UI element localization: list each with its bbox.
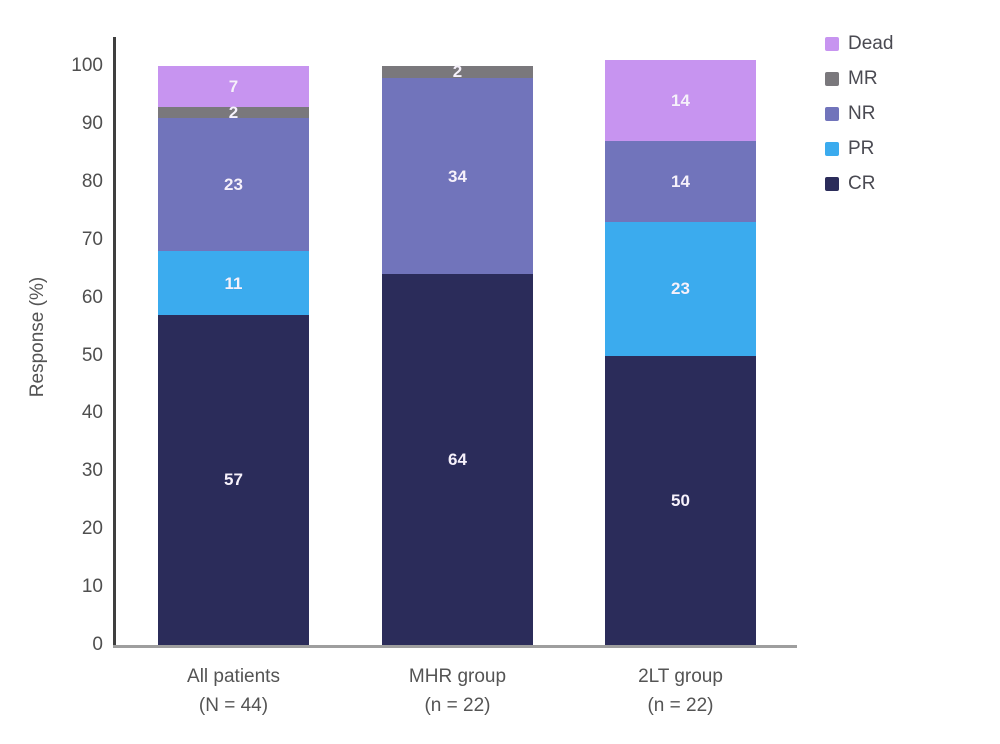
- y-tick-label-40: 40: [81, 402, 103, 424]
- segment-nr-2: 34: [382, 77, 533, 275]
- y-tick-label-30: 30: [81, 460, 103, 482]
- category-name: MHR group: [408, 666, 507, 687]
- segment-value-label: 23: [671, 279, 690, 299]
- category-sublabel: (n = 22): [424, 695, 491, 716]
- x-axis-line: [113, 645, 797, 648]
- legend-swatch-cr: [825, 176, 839, 191]
- segment-value-label: 50: [671, 490, 690, 510]
- legend-swatch-pr: [825, 141, 839, 156]
- y-axis-line: [113, 37, 116, 648]
- x-category-label-3: 2LT group (n = 22): [571, 662, 791, 720]
- segment-mr-1: 2: [158, 102, 309, 122]
- segment-pr-3: 23: [605, 222, 756, 356]
- x-category-label-1: All patients (N = 44): [124, 662, 344, 720]
- y-tick-label-20: 20: [81, 518, 103, 540]
- legend-item-cr: CR: [825, 166, 893, 201]
- segment-cr-1: 57: [158, 314, 309, 645]
- legend-label: MR: [848, 67, 878, 89]
- segment-value-label: 11: [224, 273, 243, 293]
- category-sublabel: (N = 44): [198, 695, 269, 716]
- segment-dead-3: 14: [605, 60, 756, 142]
- legend-item-dead: Dead: [825, 26, 893, 61]
- y-tick-label-100: 100: [71, 55, 103, 76]
- bar-all-patients: 57 11 23 2 7: [158, 66, 309, 645]
- segment-value-label: 64: [448, 450, 467, 470]
- segment-pr-1: 11: [158, 251, 309, 315]
- legend-swatch-nr: [825, 106, 839, 121]
- y-tick-label-0: 0: [92, 634, 103, 655]
- x-category-label-2: MHR group (n = 22): [348, 662, 568, 720]
- category-name: 2LT group: [638, 666, 723, 687]
- y-tick-label-70: 70: [81, 228, 103, 250]
- legend-swatch-dead: [825, 36, 839, 51]
- legend: Dead MR NR PR CR: [825, 26, 893, 201]
- legend-item-nr: NR: [825, 96, 893, 131]
- legend-label: NR: [848, 102, 876, 124]
- segment-value-label: 14: [671, 172, 690, 192]
- segment-value-label: 34: [448, 166, 467, 186]
- segment-cr-2: 64: [382, 274, 533, 645]
- y-tick-label-80: 80: [81, 170, 103, 192]
- segment-cr-3: 50: [605, 355, 756, 645]
- y-tick-label-90: 90: [81, 112, 103, 134]
- y-tick-label-60: 60: [81, 286, 103, 308]
- y-tick-label-50: 50: [81, 344, 103, 366]
- legend-item-mr: MR: [825, 61, 893, 96]
- segment-value-label: 14: [671, 91, 690, 111]
- legend-label: Dead: [848, 32, 894, 54]
- category-sublabel: (n = 22): [647, 695, 714, 716]
- segment-value-label: 2: [228, 102, 239, 122]
- legend-swatch-mr: [825, 71, 839, 86]
- segment-value-label: 7: [228, 76, 239, 96]
- segment-nr-1: 23: [158, 118, 309, 252]
- segment-value-label: 2: [452, 62, 463, 82]
- segment-dead-1: 7: [158, 66, 309, 107]
- segment-value-label: 23: [224, 175, 243, 195]
- legend-label: CR: [848, 172, 876, 194]
- bar-mhr-group: 64 34 2: [382, 62, 533, 645]
- category-name: All patients: [187, 666, 280, 687]
- legend-label: PR: [848, 137, 875, 159]
- legend-item-pr: PR: [825, 131, 893, 166]
- segment-value-label: 57: [224, 470, 243, 490]
- bar-2lt-group: 50 23 14 14: [605, 60, 756, 645]
- segment-mr-2: 2: [382, 62, 533, 82]
- segment-nr-3: 14: [605, 141, 756, 223]
- y-tick-label-10: 10: [81, 576, 103, 598]
